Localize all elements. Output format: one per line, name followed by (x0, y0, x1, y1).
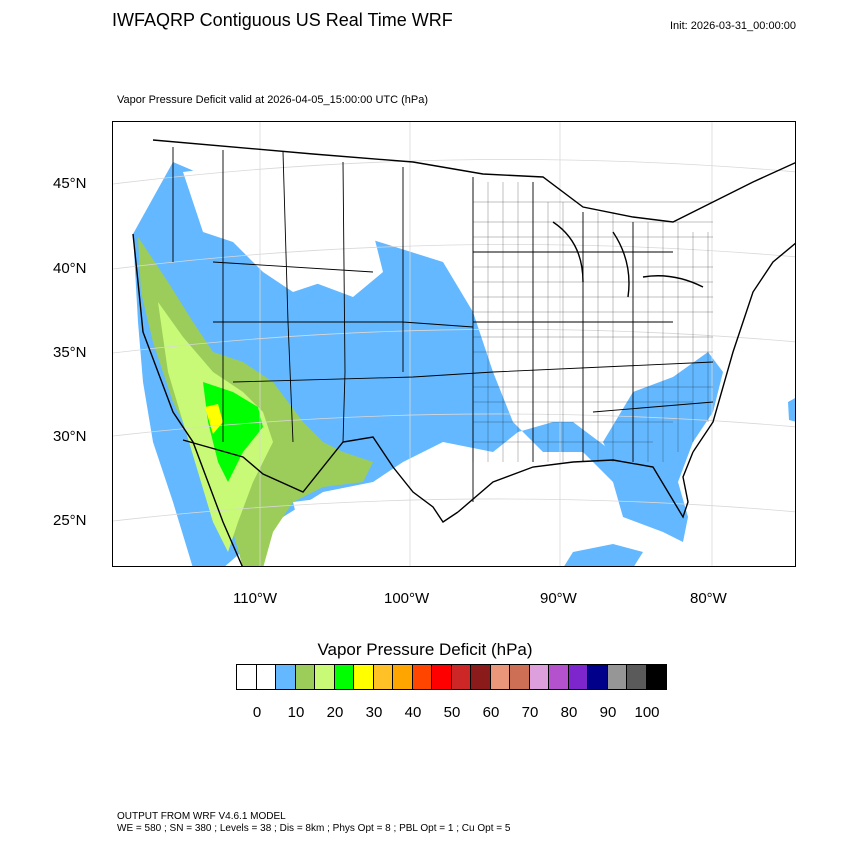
colorbar-box-9 (412, 665, 432, 689)
colorbar-tick-label: 30 (365, 704, 383, 721)
vpd-zone-10-gulf (564, 544, 643, 566)
map-canvas (113, 122, 795, 566)
map-panel (112, 121, 796, 567)
colorbar-title: Vapor Pressure Deficit (hPa) (317, 640, 533, 659)
lat-label-45: 45°N (53, 175, 87, 192)
lon-label-80: 80°W (690, 590, 727, 607)
lon-label-90: 90°W (540, 590, 577, 607)
colorbar-tick-label: 80 (560, 704, 578, 721)
colorbar-box-1 (256, 665, 276, 689)
valid-time-subtitle: Vapor Pressure Deficit valid at 2026-04-… (117, 94, 429, 106)
lat-label-25: 25°N (53, 512, 87, 529)
colorbar-box-15 (529, 665, 549, 689)
colorbar-tick-label: 10 (287, 704, 305, 721)
lat-label-40: 40°N (53, 260, 87, 277)
colorbar-box-19 (607, 665, 627, 689)
colorbar-tick-label: 20 (326, 704, 344, 721)
colorbar-tick-label: 50 (443, 704, 461, 721)
us-mexico-border (182, 436, 459, 523)
lon-label-100: 100°W (384, 590, 430, 607)
colorbar-box-3 (295, 665, 315, 689)
colorbar-tick-label: 90 (599, 704, 617, 721)
colorbar-box-4 (315, 665, 335, 689)
colorbar (236, 664, 667, 690)
east-coast (692, 242, 795, 453)
colorbar-box-6 (354, 665, 374, 689)
colorbar-box-5 (334, 665, 354, 689)
county-lines (472, 182, 713, 462)
init-time: Init: 2026-03-31_00:00:00 (670, 20, 796, 32)
colorbar-box-14 (510, 665, 530, 689)
colorbar-tick-label: 100 (634, 704, 660, 721)
colorbar-box-12 (471, 665, 491, 689)
vpd-zone-10-atlantic (788, 398, 795, 422)
boundaries (132, 139, 795, 566)
colorbar-tick-label: 40 (404, 704, 422, 721)
colorbar-box-11 (451, 665, 471, 689)
lon-label-110: 110°W (233, 590, 278, 607)
vpd-zone-20 (138, 237, 373, 566)
lat-label-35: 35°N (53, 344, 87, 361)
colorbar-box-0 (237, 665, 257, 689)
vpd-zone-0-texas (393, 462, 493, 542)
vpd-zone-0-mexico (293, 492, 432, 566)
model-info-line2: WE = 580 ; SN = 380 ; Levels = 38 ; Dis … (117, 823, 511, 834)
graticule (113, 122, 795, 566)
colorbar-box-10 (432, 665, 452, 689)
colorbar-tick-label: 60 (482, 704, 500, 721)
west-coast (132, 233, 243, 566)
colorbar-tick-label: 0 (252, 704, 262, 721)
colorbar-box-16 (549, 665, 569, 689)
colorbar-box-13 (490, 665, 510, 689)
vpd-zone-35 (205, 404, 223, 434)
vpd-zone-0-canada (153, 122, 795, 182)
colorbar-tick-label: 70 (521, 704, 539, 721)
us-canada-border (152, 139, 795, 223)
colorbar-box-2 (276, 665, 296, 689)
lat-label-30: 30°N (53, 428, 87, 445)
colorbar-box-20 (627, 665, 647, 689)
gulf-coast (457, 451, 694, 519)
colorbar-box-8 (393, 665, 413, 689)
colorbar-box-21 (646, 665, 666, 689)
chart-title: IWFAQRP Contiguous US Real Time WRF (112, 10, 453, 30)
model-info-line1: OUTPUT FROM WRF V4.6.1 MODEL (117, 811, 286, 822)
colorbar-box-17 (568, 665, 588, 689)
colorbar-box-7 (373, 665, 393, 689)
colorbar-box-18 (588, 665, 608, 689)
